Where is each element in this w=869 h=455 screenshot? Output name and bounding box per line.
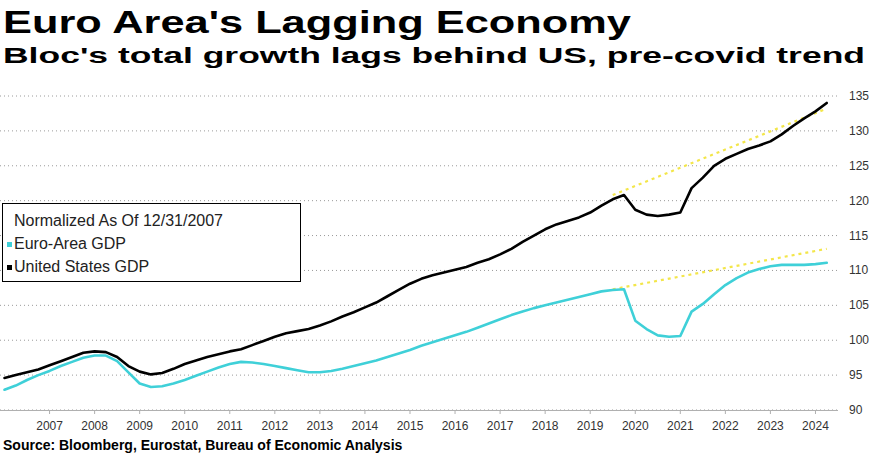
legend-swatch <box>7 265 12 270</box>
legend-label: United States GDP <box>14 258 149 275</box>
source: Source: Bloomberg, Eurostat, Bureau of E… <box>3 437 403 453</box>
x-tick-label: 2011 <box>217 419 243 433</box>
y-tick-label: 120 <box>849 194 869 208</box>
y-tick-label: 135 <box>849 89 869 103</box>
legend-swatch <box>7 242 12 247</box>
x-tick <box>49 411 50 414</box>
x-tick <box>770 411 771 414</box>
x-tick <box>545 411 546 414</box>
title: Euro Area's Lagging Economy <box>3 5 632 40</box>
x-tick <box>229 411 230 414</box>
x-tick-label: 2015 <box>397 419 424 433</box>
x-tick <box>94 411 95 414</box>
y-tick-label: 130 <box>849 124 869 138</box>
y-tick-label: 115 <box>849 229 868 243</box>
legend-box <box>3 204 301 282</box>
chart: Euro Area's Lagging Economy Bloc's total … <box>0 0 869 455</box>
x-tick-label: 2010 <box>171 419 198 433</box>
x-tick-label: 2014 <box>352 419 379 433</box>
x-tick-label: 2008 <box>81 419 108 433</box>
x-tick-label: 2013 <box>307 419 334 433</box>
x-tick <box>364 411 365 414</box>
grid-line <box>0 375 838 376</box>
x-tick-label: 2020 <box>622 419 649 433</box>
x-tick <box>815 411 816 414</box>
legend: Normalized As Of 12/31/2007 Euro-Area GDP… <box>3 204 301 282</box>
x-tick <box>319 411 320 414</box>
grid-line <box>0 130 838 131</box>
subtitle: Bloc's total growth lags behind US, pre-… <box>3 43 865 68</box>
x-tick <box>409 411 410 414</box>
x-tick-label: 2017 <box>487 419 514 433</box>
x-tick-label: 2024 <box>802 419 829 433</box>
x-tick-label: 2022 <box>712 419 739 433</box>
x-tick-label: 2023 <box>757 419 784 433</box>
grid-line <box>0 200 838 201</box>
y-tick-label: 100 <box>849 333 869 347</box>
x-tick-label: 2009 <box>126 419 153 433</box>
x-tick-label: 2018 <box>532 419 559 433</box>
trend-line <box>613 109 827 196</box>
x-tick <box>590 411 591 414</box>
y-tick-label: 110 <box>849 263 868 277</box>
x-tick <box>274 411 275 414</box>
y-tick-label: 95 <box>849 368 863 382</box>
legend-label: Euro-Area GDP <box>14 235 126 252</box>
x-tick <box>139 411 140 414</box>
x-tick-label: 2007 <box>36 419 63 433</box>
x-tick-label: 2021 <box>667 419 694 433</box>
y-tick-label: 90 <box>849 403 863 417</box>
trend-line <box>613 249 827 289</box>
x-tick <box>184 411 185 414</box>
x-tick <box>500 411 501 414</box>
x-tick <box>725 411 726 414</box>
legend-title: Normalized As Of 12/31/2007 <box>14 212 223 229</box>
x-tick-label: 2016 <box>442 419 469 433</box>
y-tick-label: 105 <box>849 298 869 312</box>
x-tick <box>680 411 681 414</box>
x-tick <box>455 411 456 414</box>
y-tick-label: 125 <box>849 159 869 173</box>
grid-line <box>0 340 838 341</box>
grid-line <box>0 96 838 97</box>
x-axis-line <box>0 410 838 411</box>
x-tick-label: 2019 <box>577 419 604 433</box>
grid-line <box>0 410 838 411</box>
x-tick-label: 2012 <box>261 419 288 433</box>
x-tick <box>635 411 636 414</box>
grid-line <box>0 305 838 306</box>
